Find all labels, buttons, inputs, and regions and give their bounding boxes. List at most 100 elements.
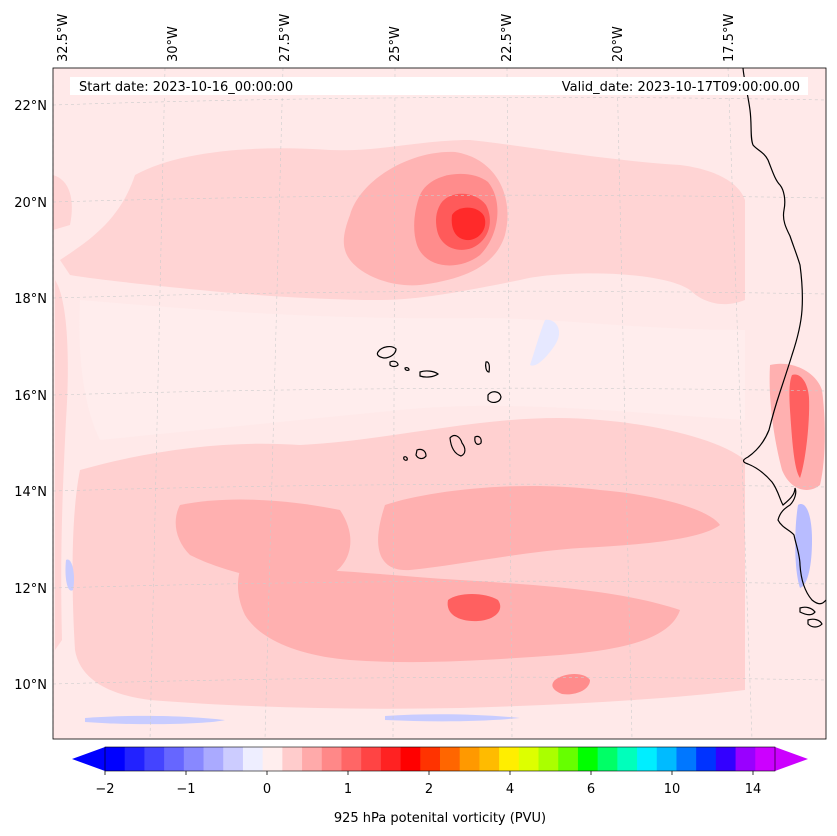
colorbar-cell bbox=[183, 747, 205, 771]
lon-label: 25°W bbox=[388, 26, 403, 62]
colorbar-cell bbox=[203, 747, 224, 771]
start-date-label: Start date: 2023-10-16_00:00:00 bbox=[79, 80, 293, 95]
colorbar-cell bbox=[124, 747, 145, 771]
colorbar-extend-high bbox=[775, 747, 808, 771]
colorbar-cell bbox=[735, 747, 756, 771]
pv-band-south-l2a bbox=[378, 485, 720, 571]
map-panel bbox=[52, 67, 827, 740]
colorbar-tick-label: 6 bbox=[587, 782, 595, 797]
map-frame bbox=[52, 67, 827, 740]
lat-label: 12°N bbox=[14, 582, 47, 597]
colorbar-cell bbox=[242, 747, 264, 771]
colorbar-frame bbox=[104, 746, 776, 772]
colorbar-cell bbox=[617, 747, 638, 771]
gridline-lat bbox=[52, 387, 827, 396]
colorbar-tick-label: 4 bbox=[506, 782, 514, 797]
colorbar-cell bbox=[696, 747, 717, 771]
colorbar-cell bbox=[380, 747, 402, 771]
gridline-lon bbox=[616, 67, 633, 740]
lon-label: 30°W bbox=[166, 26, 181, 62]
valid-date-label: Valid_date: 2023-10-17T09:00:00.00 bbox=[562, 80, 800, 95]
dates-bar-bg bbox=[70, 77, 808, 95]
colorbar-cell bbox=[558, 747, 579, 771]
colorbar-tick-label: −1 bbox=[176, 782, 195, 797]
colorbar-cell bbox=[302, 747, 323, 771]
colorbar-cell bbox=[262, 747, 283, 771]
colorbar-tick-label: 10 bbox=[664, 782, 681, 797]
island-santiago bbox=[449, 434, 466, 457]
gridline-lat bbox=[52, 96, 827, 106]
gridline-lon bbox=[264, 67, 284, 740]
pv-negative-coast bbox=[795, 504, 812, 588]
lat-label: 18°N bbox=[14, 292, 47, 307]
colorbar-cell bbox=[656, 747, 677, 771]
colorbar-cell bbox=[420, 747, 441, 771]
colorbar-tick-label: 0 bbox=[263, 782, 271, 797]
pv-field bbox=[53, 140, 825, 725]
colorbar-cells bbox=[105, 747, 776, 771]
colorbar-tick-label: 14 bbox=[745, 782, 762, 797]
colorbar-cell bbox=[479, 747, 500, 771]
colorbar-cell bbox=[400, 747, 421, 771]
gridline-lat bbox=[52, 580, 827, 589]
colorbar: −2 −1 0 1 2 4 6 10 14 925 hPa potenital … bbox=[72, 746, 808, 826]
island-santa-luzia bbox=[404, 367, 410, 371]
colorbar-cell bbox=[321, 747, 342, 771]
colorbar-tick-label: 1 bbox=[344, 782, 352, 797]
colorbar-extend-low bbox=[72, 747, 105, 771]
lon-label: 27.5°W bbox=[278, 14, 293, 62]
pv-negative-bottom-2 bbox=[385, 714, 520, 722]
colorbar-cell bbox=[518, 747, 540, 771]
island-maio bbox=[474, 435, 482, 445]
dates-bar: Start date: 2023-10-16_00:00:00 Valid_da… bbox=[70, 77, 808, 95]
lat-label: 14°N bbox=[14, 485, 47, 500]
pv-band-north-edge bbox=[53, 175, 72, 230]
colorbar-cell bbox=[597, 747, 618, 771]
colorbar-cell bbox=[105, 747, 126, 771]
lon-tick-labels: 32.5°W 30°W 27.5°W 25°W 22.5°W 20°W 17.5… bbox=[56, 14, 737, 62]
pv-negative-left bbox=[65, 559, 75, 591]
colorbar-cell bbox=[499, 747, 520, 771]
colorbar-tick-label: 2 bbox=[425, 782, 433, 797]
colorbar-cell bbox=[282, 747, 303, 771]
colorbar-cell bbox=[755, 747, 776, 771]
lat-label: 16°N bbox=[14, 389, 47, 404]
lat-label: 10°N bbox=[14, 678, 47, 693]
africa-coastline bbox=[742, 67, 827, 628]
pv-negative-bottom bbox=[85, 715, 225, 725]
lon-label: 17.5°W bbox=[722, 14, 737, 62]
colorbar-tick-labels: −2 −1 0 1 2 4 6 10 14 bbox=[95, 782, 761, 797]
colorbar-cell bbox=[144, 747, 165, 771]
lat-label: 20°N bbox=[14, 196, 47, 211]
pv-spot-south-2 bbox=[552, 674, 590, 695]
colorbar-cell bbox=[440, 747, 461, 771]
cape-verde-islands bbox=[376, 346, 502, 461]
island-brava bbox=[403, 456, 408, 461]
gridline-lon bbox=[727, 67, 753, 740]
gridline-lon bbox=[149, 67, 166, 740]
lon-label: 32.5°W bbox=[56, 14, 71, 62]
colorbar-cell bbox=[538, 747, 559, 771]
island-fogo bbox=[415, 448, 427, 460]
colorbar-tick-label: −2 bbox=[95, 782, 114, 797]
colorbar-cell bbox=[361, 747, 382, 771]
pv-mid-pale bbox=[79, 300, 745, 440]
colorbar-cell bbox=[459, 747, 480, 771]
colorbar-cell bbox=[341, 747, 362, 771]
lat-label: 22°N bbox=[14, 99, 47, 114]
pv-spot-south bbox=[447, 594, 501, 622]
gridline-lat bbox=[52, 290, 827, 299]
colorbar-ticks bbox=[104, 771, 754, 775]
island-boa-vista bbox=[487, 391, 502, 403]
colorbar-cell bbox=[223, 747, 244, 771]
pv-band-south-l2b bbox=[175, 499, 351, 581]
island-santo-antao bbox=[376, 346, 397, 359]
pv-negative-mid bbox=[530, 319, 560, 366]
gridline-lon bbox=[506, 67, 513, 740]
gridline-lat bbox=[52, 676, 827, 685]
island-sao-nicolau bbox=[419, 370, 440, 378]
lon-label: 22.5°W bbox=[500, 14, 515, 62]
colorbar-cell bbox=[164, 747, 185, 771]
colorbar-cell bbox=[676, 747, 697, 771]
